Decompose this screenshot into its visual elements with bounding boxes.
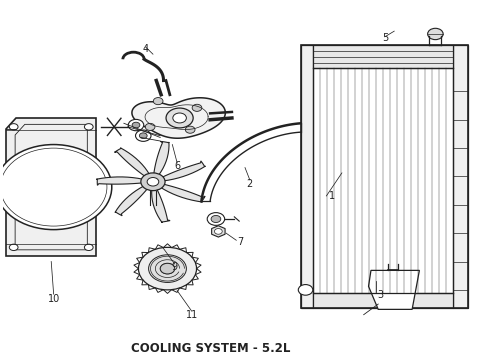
Circle shape [84, 244, 93, 251]
Circle shape [148, 255, 186, 283]
Circle shape [141, 173, 165, 191]
Polygon shape [132, 98, 225, 138]
Circle shape [147, 177, 159, 186]
Polygon shape [161, 184, 205, 202]
Polygon shape [162, 161, 205, 181]
Text: 11: 11 [186, 310, 198, 320]
Text: 3: 3 [378, 290, 384, 300]
Circle shape [128, 120, 144, 131]
Text: 6: 6 [174, 161, 180, 171]
Circle shape [84, 123, 93, 130]
Polygon shape [6, 118, 96, 256]
Polygon shape [97, 177, 143, 185]
FancyBboxPatch shape [313, 293, 453, 307]
Circle shape [9, 244, 18, 251]
Circle shape [185, 126, 195, 133]
Text: COOLING SYSTEM - 5.2L: COOLING SYSTEM - 5.2L [131, 342, 291, 355]
Text: 7: 7 [237, 237, 243, 247]
Circle shape [132, 122, 140, 128]
Text: 5: 5 [382, 33, 389, 43]
Circle shape [192, 104, 202, 111]
Circle shape [139, 133, 147, 139]
Text: 2: 2 [247, 179, 253, 189]
Text: 9: 9 [172, 262, 178, 272]
Polygon shape [152, 189, 170, 223]
Text: 1: 1 [329, 191, 335, 201]
Polygon shape [115, 148, 149, 176]
Circle shape [207, 213, 224, 225]
Circle shape [145, 123, 155, 130]
Polygon shape [212, 226, 225, 237]
Polygon shape [154, 141, 169, 175]
Circle shape [153, 98, 163, 105]
Circle shape [166, 108, 193, 128]
Circle shape [173, 113, 186, 123]
Circle shape [138, 247, 196, 290]
FancyBboxPatch shape [453, 45, 468, 307]
Circle shape [428, 28, 443, 40]
Circle shape [9, 123, 18, 130]
Circle shape [211, 215, 221, 222]
FancyBboxPatch shape [301, 45, 313, 307]
FancyBboxPatch shape [313, 45, 453, 68]
Text: 4: 4 [143, 44, 149, 54]
Circle shape [215, 229, 222, 234]
Polygon shape [368, 270, 419, 309]
Circle shape [298, 284, 313, 295]
Text: 10: 10 [48, 294, 60, 304]
Circle shape [136, 130, 151, 141]
Polygon shape [115, 186, 147, 216]
Circle shape [0, 145, 112, 230]
Circle shape [160, 263, 175, 274]
